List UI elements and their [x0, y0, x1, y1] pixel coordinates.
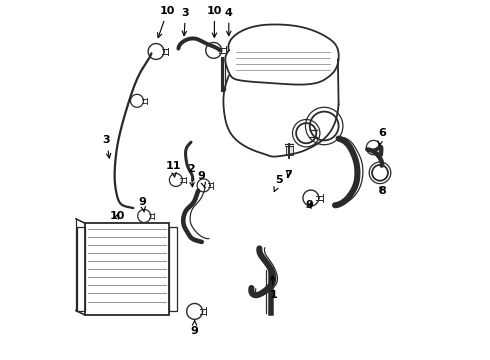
Text: 3: 3	[182, 8, 190, 36]
Text: 11: 11	[165, 161, 181, 177]
Text: 9: 9	[306, 200, 314, 210]
Text: 9: 9	[139, 197, 147, 212]
Text: 7: 7	[284, 170, 292, 180]
Bar	[85, 223, 170, 315]
Text: 8: 8	[378, 186, 386, 196]
Text: 6: 6	[378, 128, 386, 145]
Text: 9: 9	[191, 320, 198, 336]
Text: 1: 1	[270, 276, 278, 300]
Text: 9: 9	[198, 171, 206, 187]
Text: 10: 10	[207, 6, 222, 37]
Text: 10: 10	[109, 211, 125, 221]
Text: 4: 4	[225, 8, 233, 36]
Text: 3: 3	[102, 135, 111, 158]
Text: 10: 10	[157, 6, 175, 37]
Text: 2: 2	[187, 164, 195, 187]
Text: 5: 5	[274, 175, 283, 192]
Bar	[286, 146, 293, 155]
Bar	[170, 227, 177, 311]
Bar	[77, 227, 85, 311]
